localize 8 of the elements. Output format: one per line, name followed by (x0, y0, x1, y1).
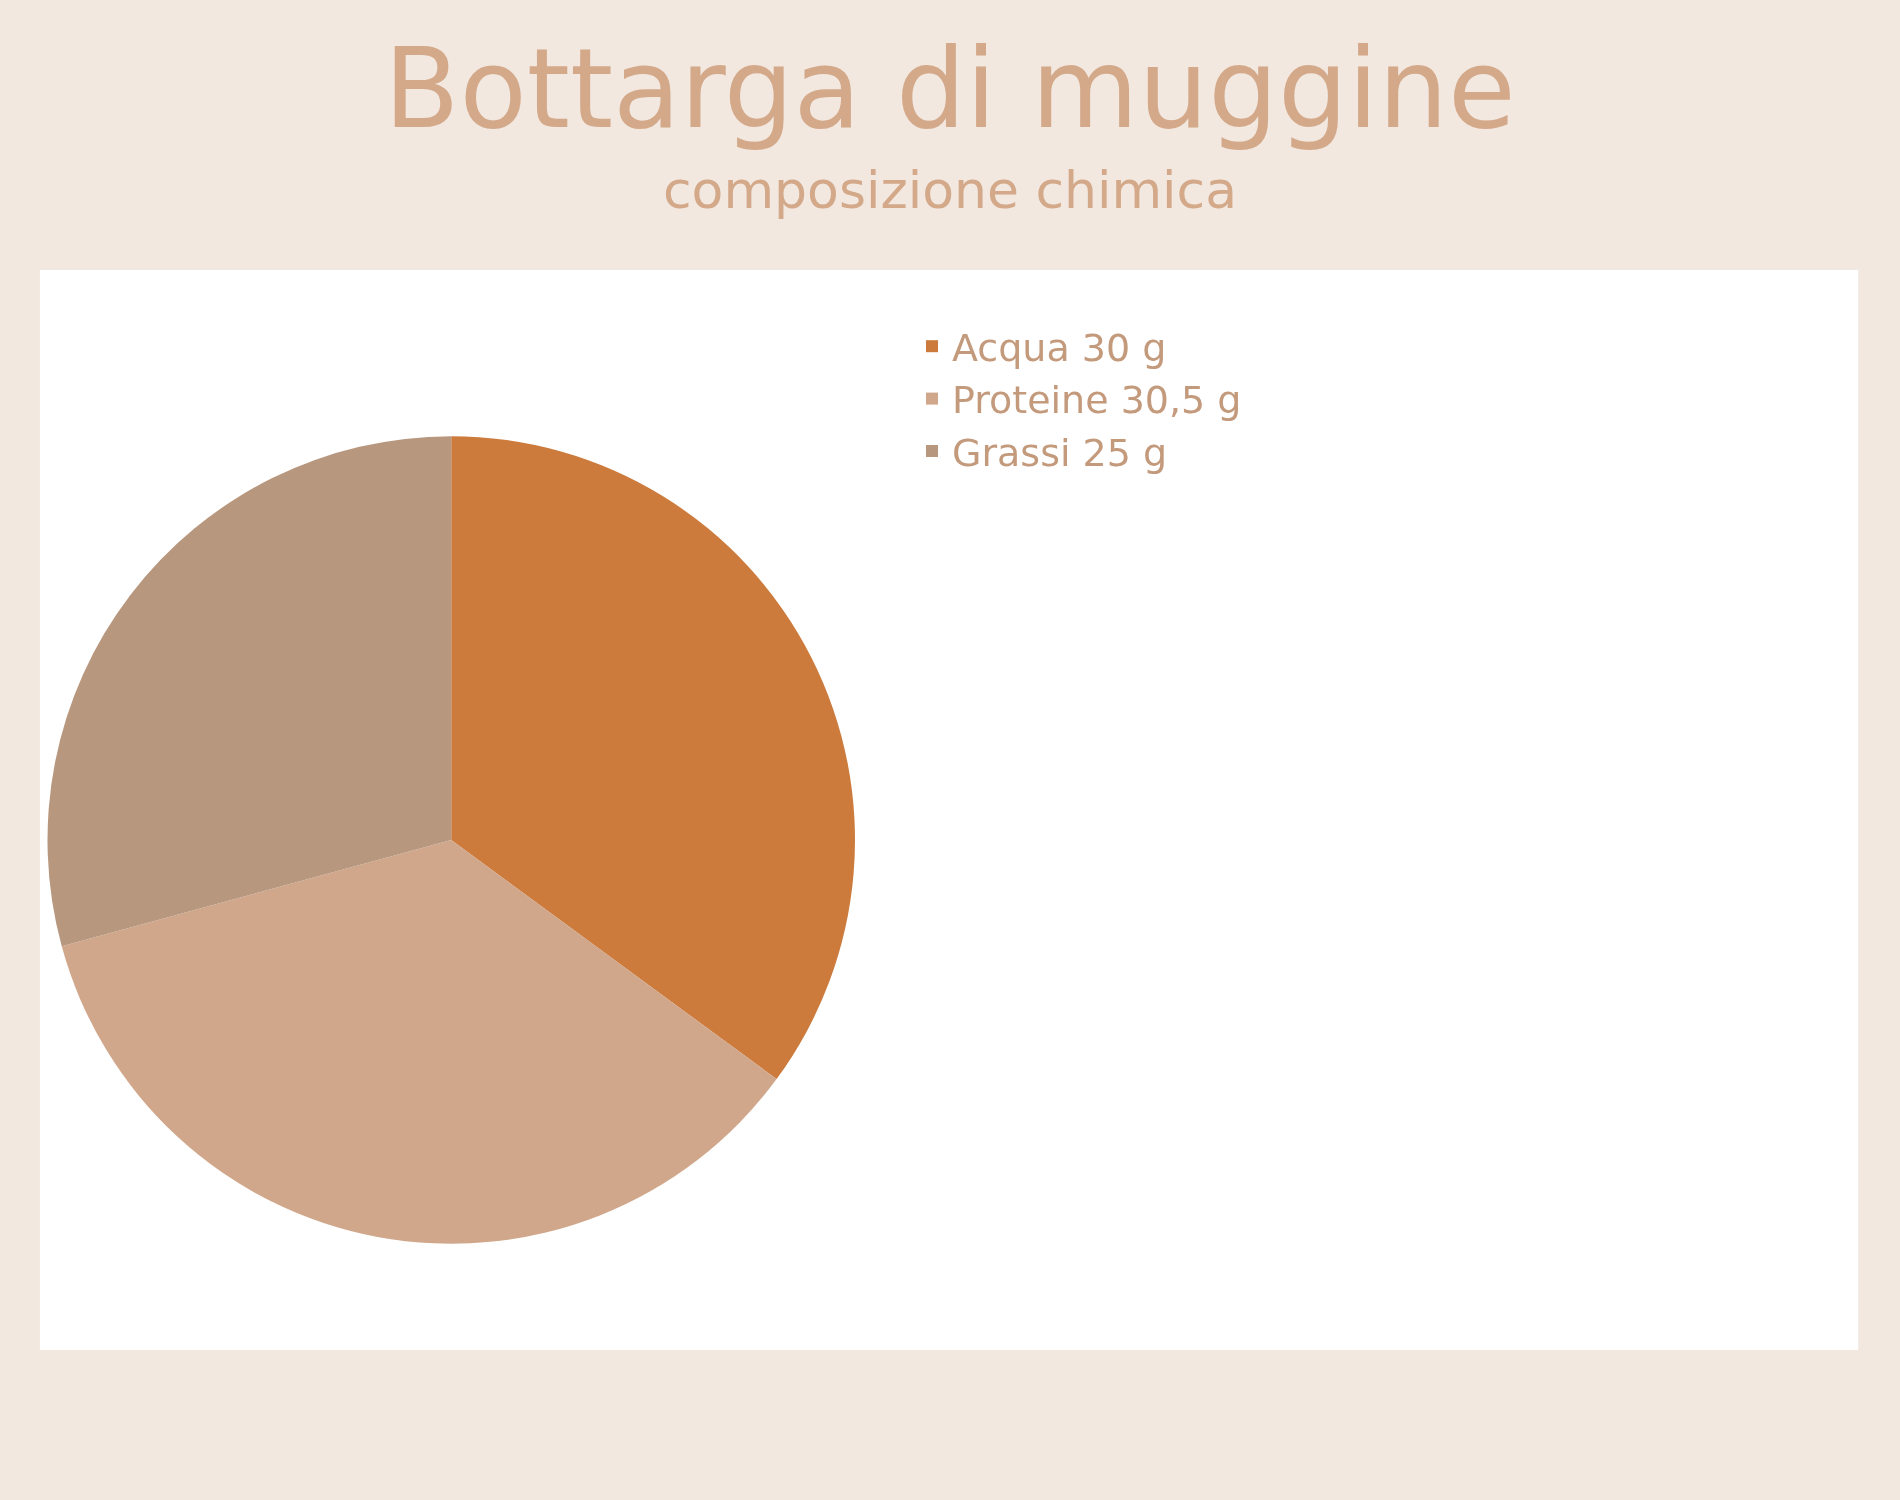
legend-label: Proteine 30,5 g (952, 378, 1242, 423)
pie-slice (61, 840, 777, 1244)
chart-subtitle: composizione chimica (663, 160, 1238, 220)
pie-slice (47, 436, 452, 947)
pie-slice (451, 436, 855, 1080)
legend-label: Grassi 25 g (952, 430, 1168, 475)
chart-title: Bottarga di muggine (384, 25, 1516, 153)
legend-label: Acqua 30 g (952, 326, 1167, 371)
